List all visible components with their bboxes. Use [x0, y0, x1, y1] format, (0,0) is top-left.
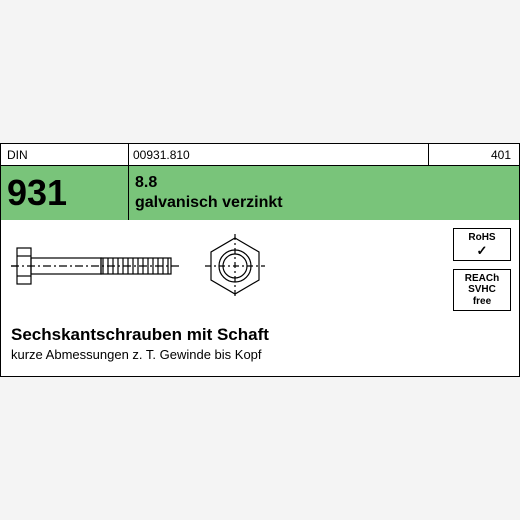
finish-text: galvanisch verzinkt	[135, 194, 519, 212]
std-label: DIN	[1, 144, 129, 165]
rohs-label: RoHS	[456, 232, 508, 244]
reach-line1: REACh	[456, 273, 508, 285]
bolt-hex-icon	[205, 234, 265, 298]
header-row: DIN 00931.810 401	[1, 144, 519, 166]
reach-line2: SVHC	[456, 284, 508, 296]
right-code: 401	[429, 144, 519, 165]
compliance-badges: RoHS ✓ REACh SVHC free	[441, 228, 511, 311]
rohs-badge: RoHS ✓	[453, 228, 511, 261]
reach-line3: free	[456, 296, 508, 308]
check-icon: ✓	[456, 244, 508, 257]
product-label-card: DIN 00931.810 401 931 8.8 galvanisch ver…	[0, 143, 520, 377]
reach-badge: REACh SVHC free	[453, 269, 511, 312]
title-row: Sechskantschrauben mit Schaft	[1, 319, 519, 347]
green-band: 931 8.8 galvanisch verzinkt	[1, 166, 519, 220]
product-code: 00931.810	[129, 144, 429, 165]
technical-drawings	[11, 228, 441, 298]
product-title: Sechskantschrauben mit Schaft	[11, 325, 509, 345]
strength-grade: 8.8	[135, 174, 519, 192]
spec-block: 8.8 galvanisch verzinkt	[129, 166, 519, 220]
din-number: 931	[1, 166, 129, 220]
bolt-side-icon	[11, 238, 181, 294]
mid-row: RoHS ✓ REACh SVHC free	[1, 220, 519, 319]
product-subtitle: kurze Abmessungen z. T. Gewinde bis Kopf	[1, 347, 519, 376]
